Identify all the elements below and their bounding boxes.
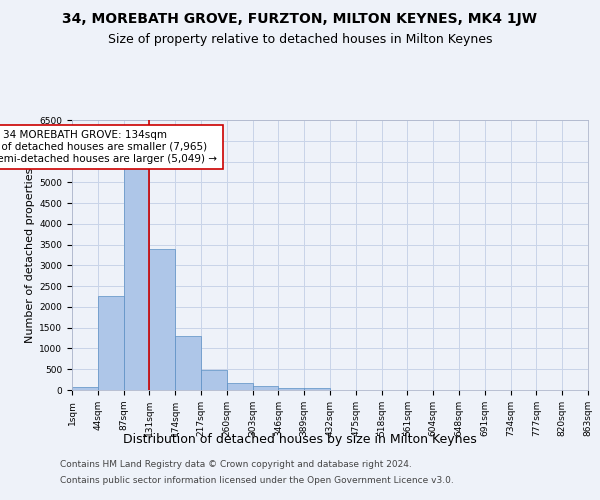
Text: 34 MOREBATH GROVE: 134sqm
← 61% of detached houses are smaller (7,965)
38% of se: 34 MOREBATH GROVE: 134sqm ← 61% of detac… bbox=[0, 130, 217, 164]
Text: Distribution of detached houses by size in Milton Keynes: Distribution of detached houses by size … bbox=[123, 432, 477, 446]
Bar bbox=[227, 384, 253, 390]
Bar bbox=[98, 296, 124, 390]
Bar bbox=[72, 386, 98, 390]
Y-axis label: Number of detached properties: Number of detached properties bbox=[25, 168, 35, 342]
Bar bbox=[278, 388, 304, 390]
Bar bbox=[201, 370, 227, 390]
Bar bbox=[175, 336, 201, 390]
Text: Contains public sector information licensed under the Open Government Licence v3: Contains public sector information licen… bbox=[60, 476, 454, 485]
Bar bbox=[124, 164, 149, 390]
Text: 34, MOREBATH GROVE, FURZTON, MILTON KEYNES, MK4 1JW: 34, MOREBATH GROVE, FURZTON, MILTON KEYN… bbox=[62, 12, 538, 26]
Bar bbox=[253, 386, 278, 390]
Bar bbox=[304, 388, 330, 390]
Text: Size of property relative to detached houses in Milton Keynes: Size of property relative to detached ho… bbox=[108, 32, 492, 46]
Text: Contains HM Land Registry data © Crown copyright and database right 2024.: Contains HM Land Registry data © Crown c… bbox=[60, 460, 412, 469]
Bar bbox=[149, 249, 175, 390]
